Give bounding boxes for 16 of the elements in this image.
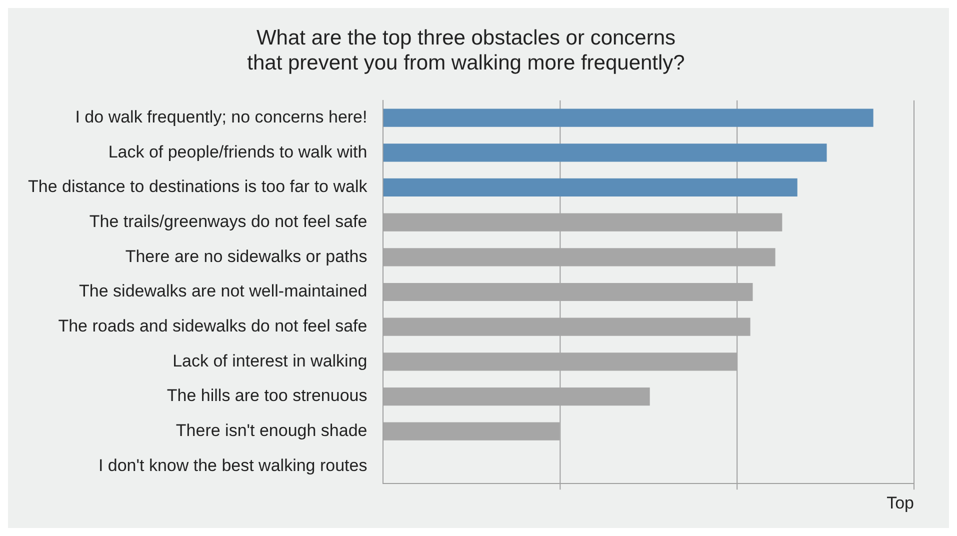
y-tick-label: The trails/greenways do not feel safe	[89, 212, 368, 232]
y-tick-label: The hills are too strenuous	[166, 386, 368, 406]
y-tick-label: There isn't enough shade	[176, 421, 368, 440]
y-tick-label: The distance to destinations is too far to walk	[28, 177, 368, 196]
x-axis-title: Top	[886, 493, 914, 512]
chart-title: What are the top three obstacles or concerns that prevent you from walking more frequently?	[247, 26, 685, 75]
y-tick-label: There are no sidewalks or paths	[125, 246, 368, 266]
y-tick-label: Lack of interest in walking	[172, 351, 368, 370]
bar	[383, 108, 874, 127]
y-tick-label: I don't know the best walking routes	[98, 456, 368, 475]
y-tick-label: I do walk frequently; no concerns here!	[75, 108, 368, 127]
bar	[383, 178, 798, 197]
y-tick-label: The roads and sidewalks do not feel safe	[58, 316, 368, 336]
bar	[383, 144, 827, 162]
y-tick-label: The sidewalks are not well-maintained	[79, 282, 368, 301]
y-tick-label: Lack of people/friends to walk with	[108, 142, 368, 162]
